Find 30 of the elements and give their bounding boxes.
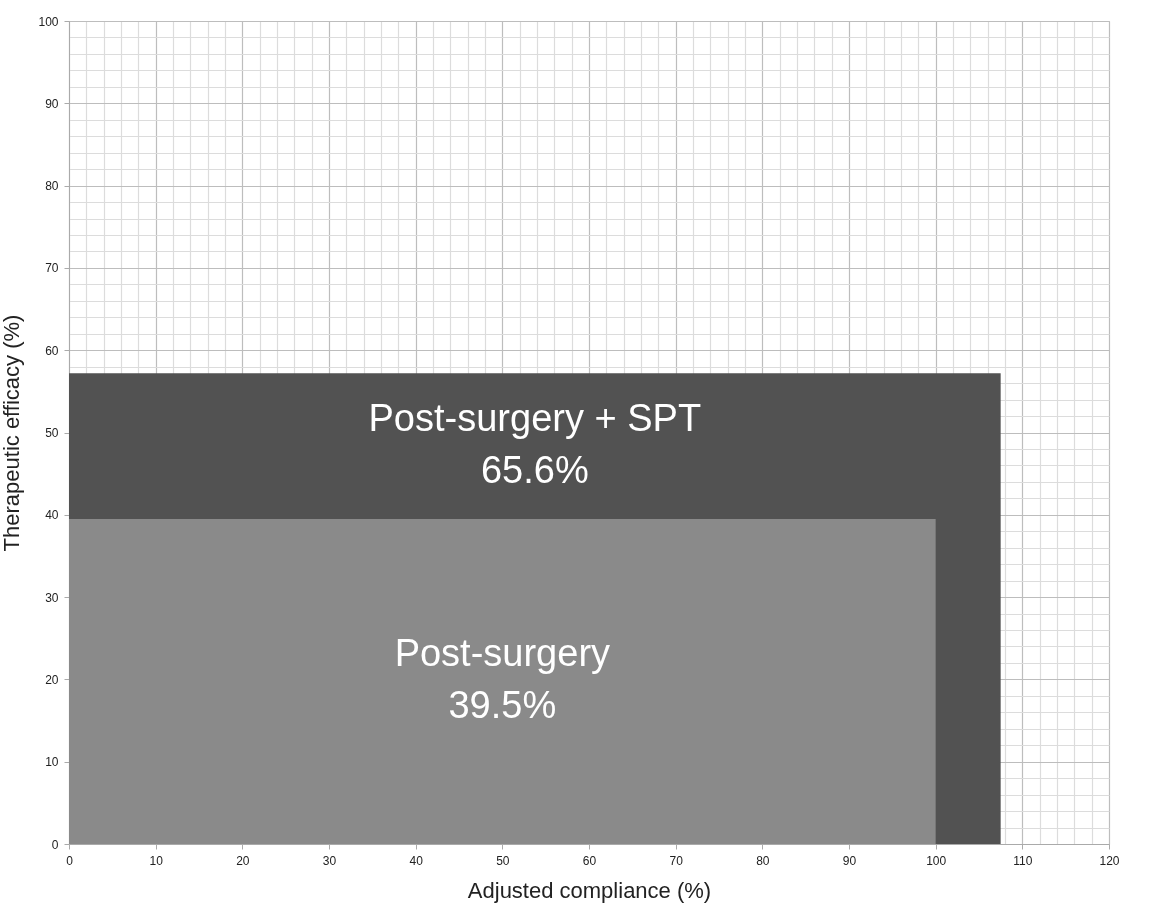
x-tick-label: 90: [842, 853, 857, 868]
x-tick-label: 50: [496, 853, 510, 868]
x-tick-label: 120: [1099, 853, 1120, 868]
y-tick-label: 100: [38, 14, 59, 29]
y-axis-title: Therapeutic efficacy (%): [0, 314, 25, 552]
series-label: Post-surgery + SPT: [368, 397, 702, 440]
y-tick-label: 10: [45, 755, 59, 770]
x-tick-label: 40: [409, 853, 424, 868]
x-tick-label: 10: [149, 853, 164, 868]
x-tick-label: 100: [926, 853, 947, 868]
annotation: 39.5%: [448, 684, 557, 727]
x-tick-label: 0: [66, 853, 74, 868]
y-tick-label: 50: [45, 426, 59, 440]
y-tick-label: 40: [45, 508, 59, 523]
y-tick-label: 90: [45, 96, 59, 111]
y-tick-label: 70: [45, 261, 59, 276]
x-tick-label: 110: [1013, 853, 1033, 868]
x-tick-label: 80: [756, 853, 770, 868]
y-tick-label: 60: [45, 343, 59, 358]
x-axis-title: Adjusted compliance (%): [467, 877, 712, 903]
x-tick-label: 60: [582, 853, 597, 868]
x-tick-label: 70: [669, 853, 684, 868]
x-tick-label: 20: [236, 853, 250, 868]
y-tick-label: 80: [45, 179, 59, 194]
series-label: Post-surgery: [394, 632, 611, 675]
y-tick-label: 30: [45, 590, 59, 605]
y-tick-label: 20: [45, 672, 59, 687]
annotation: 65.6%: [480, 449, 589, 492]
x-tick-label: 30: [322, 853, 337, 868]
y-tick-label: 0: [51, 837, 59, 852]
